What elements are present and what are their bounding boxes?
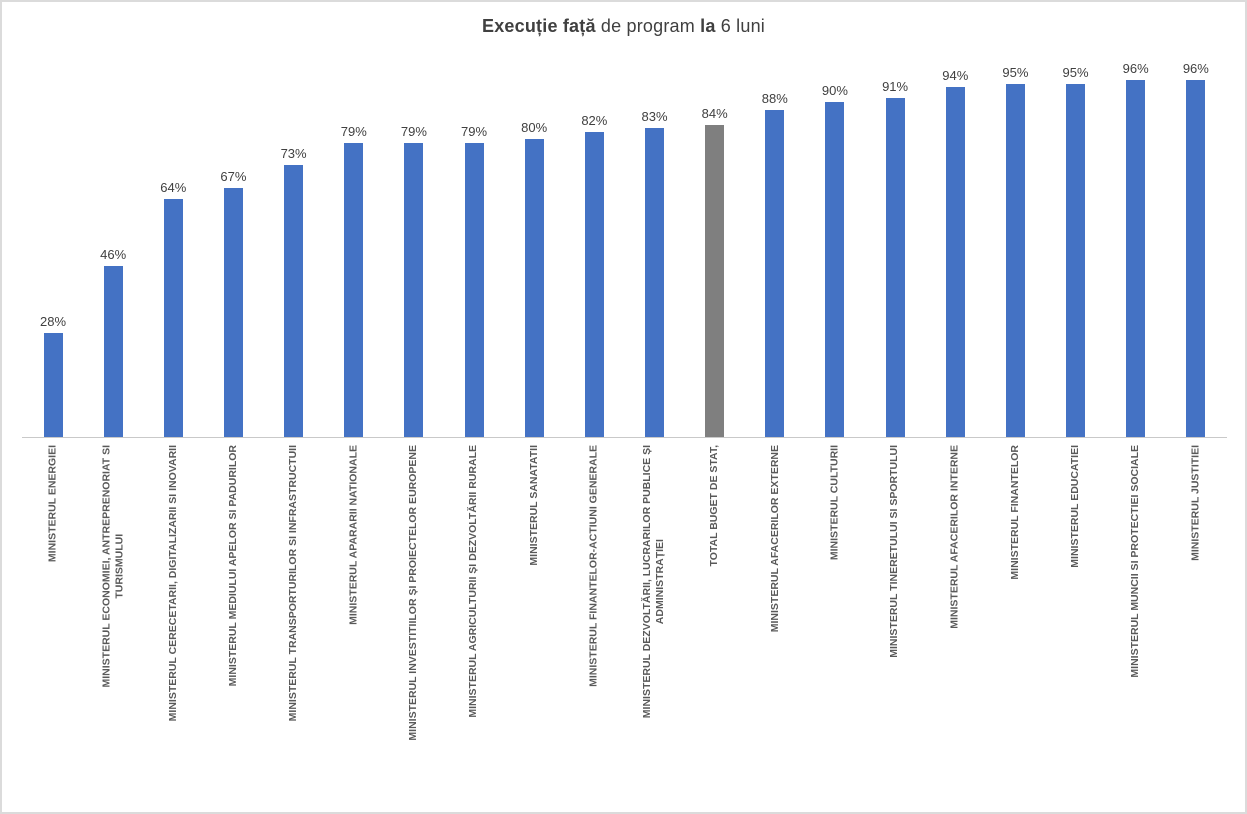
data-label: 79% bbox=[340, 124, 367, 139]
data-label: 96% bbox=[1122, 61, 1149, 76]
category-label: MINISTERUL AFACERILOR EXTERNE bbox=[768, 445, 781, 633]
data-label: 80% bbox=[521, 120, 548, 135]
bar-total-buget-de-stat bbox=[705, 125, 725, 437]
data-label: 95% bbox=[1062, 65, 1089, 80]
category-label: MINISTERUL FINANTELOR bbox=[1008, 445, 1021, 580]
chart-title-segment: 6 luni bbox=[715, 16, 765, 36]
category-label: MINISTERUL TINERETULUI SI SPORTULUI bbox=[888, 445, 901, 658]
category-label: TOTAL BUGET DE STAT, bbox=[708, 445, 721, 567]
bar bbox=[464, 143, 484, 437]
bar bbox=[103, 266, 123, 437]
category-label: MINISTERUL FINANTELOR-ACTIUNI GENERALE bbox=[587, 445, 600, 687]
category-label: MINISTERUL DEZVOLTĂRII, LUCRARILOR PUBLI… bbox=[641, 445, 667, 719]
data-label: 73% bbox=[280, 146, 307, 161]
chart-title-segment: Execuție față bbox=[482, 16, 596, 36]
bar bbox=[584, 132, 604, 437]
data-label: 94% bbox=[942, 68, 969, 83]
category-label: MINISTERUL ECONOMIEI, ANTREPRENORIAT SI T… bbox=[100, 445, 126, 688]
data-label: 91% bbox=[882, 79, 909, 94]
category-label: MINISTERUL INVESTITIILOR ȘI PROIECTELOR … bbox=[407, 445, 420, 741]
data-label: 84% bbox=[701, 106, 728, 121]
data-label: 83% bbox=[641, 109, 668, 124]
bar bbox=[404, 143, 424, 437]
bar bbox=[223, 188, 243, 437]
bar bbox=[765, 110, 785, 437]
bar bbox=[945, 87, 965, 437]
chart-title-segment: la bbox=[700, 16, 716, 36]
data-label: 90% bbox=[821, 83, 848, 98]
bar bbox=[344, 143, 364, 437]
bar bbox=[284, 165, 304, 437]
bar bbox=[1005, 84, 1025, 437]
bar bbox=[1186, 80, 1206, 437]
data-label: 64% bbox=[160, 180, 187, 195]
category-label: MINISTERUL CERECETARII, DIGITALIZARII SI… bbox=[166, 445, 179, 722]
data-label: 79% bbox=[400, 124, 427, 139]
bar bbox=[163, 199, 183, 437]
category-label: MINISTERUL MUNCII SI PROTECTIEI SOCIALE bbox=[1129, 445, 1142, 678]
category-label: MINISTERUL SANATATII bbox=[527, 445, 540, 566]
category-label: MINISTERUL TRANSPORTURILOR SI INFRASTRUC… bbox=[287, 445, 300, 722]
data-label: 88% bbox=[761, 91, 788, 106]
category-label: MINISTERUL CULTURII bbox=[828, 445, 841, 561]
category-label: MINISTERUL APARARII NATIONALE bbox=[347, 445, 360, 625]
category-label: MINISTERUL MEDIULUI APELOR SI PADURILOR bbox=[226, 445, 239, 687]
category-label: MINISTERUL AGRICULTURII ȘI DEZVOLTĂRII R… bbox=[467, 445, 480, 718]
bar bbox=[1066, 84, 1086, 437]
data-label: 79% bbox=[461, 124, 488, 139]
bar bbox=[645, 128, 664, 437]
data-label: 46% bbox=[100, 247, 127, 262]
category-label: MINISTERUL JUSTITIEI bbox=[1189, 445, 1202, 561]
category-label: MINISTERUL ENERGIEI bbox=[46, 445, 59, 563]
data-label: 28% bbox=[39, 314, 67, 329]
chart-title-segment: de program bbox=[595, 16, 701, 36]
bar bbox=[885, 98, 905, 437]
data-label: 95% bbox=[1002, 65, 1029, 80]
data-label: 96% bbox=[1182, 61, 1209, 76]
bar bbox=[825, 102, 845, 437]
category-label: MINISTERUL AFACERILOR INTERNE bbox=[948, 445, 961, 629]
chart-title: Execuție față de program la 6 luni bbox=[2, 16, 1245, 37]
bar bbox=[1126, 80, 1146, 437]
data-label: 82% bbox=[581, 113, 608, 128]
category-label: MINISTERUL EDUCATIEI bbox=[1069, 445, 1082, 568]
bar bbox=[43, 333, 63, 437]
data-label: 67% bbox=[220, 169, 247, 184]
bar bbox=[524, 139, 544, 437]
x-axis-line bbox=[22, 437, 1227, 438]
